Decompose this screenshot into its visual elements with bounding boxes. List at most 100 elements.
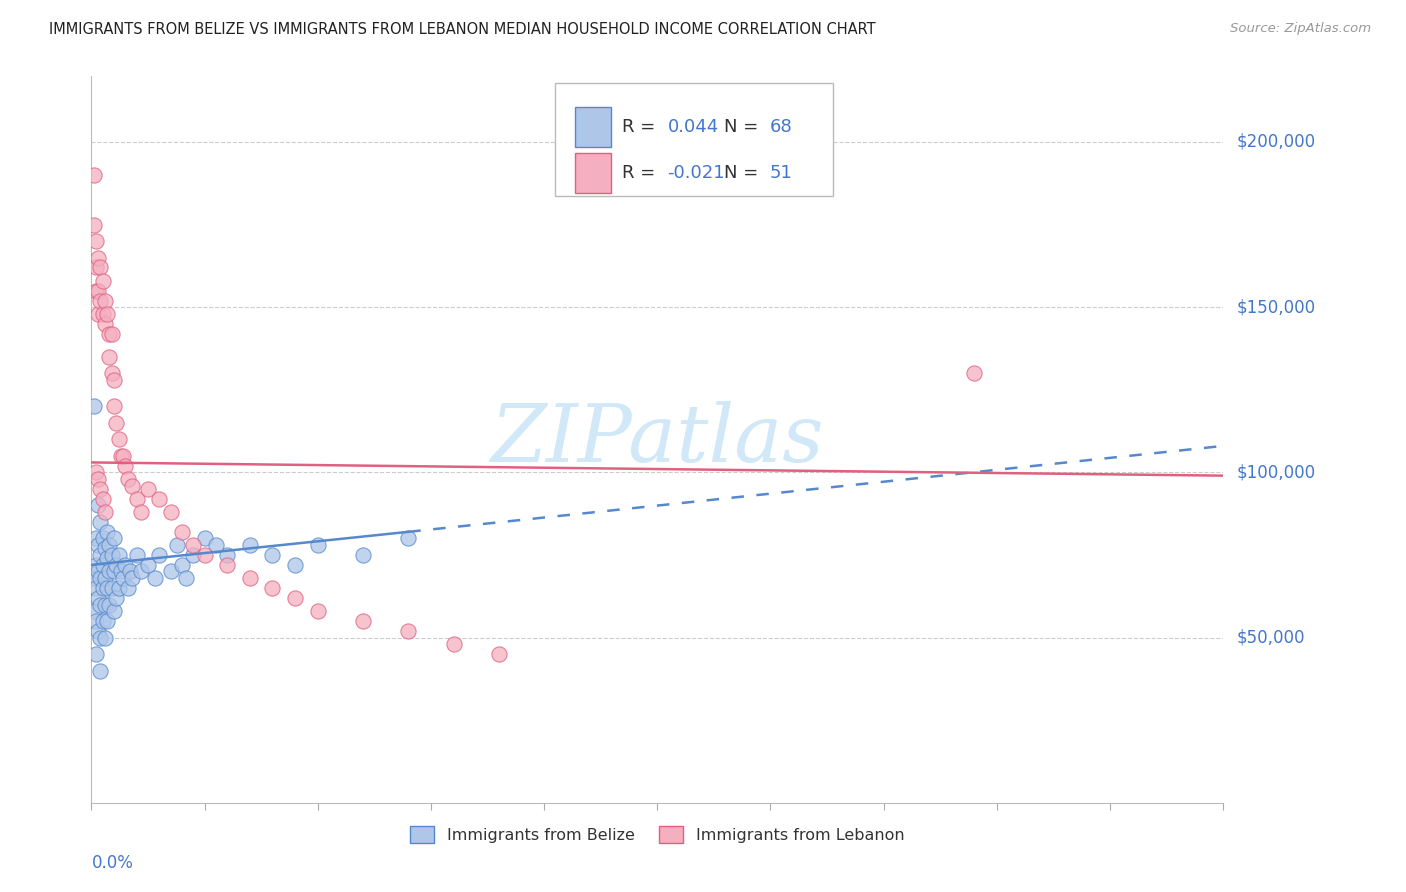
Point [352,548,374,562]
Point [114,558,136,572]
Point [84,581,107,595]
Point [87,307,110,321]
Point [396,532,419,546]
Point [83,399,105,413]
Point [121,478,143,492]
Point [284,591,307,605]
Point [98,350,121,364]
Point [239,571,262,585]
Point [91,307,114,321]
Point [143,571,166,585]
Point [217,548,239,562]
Point [125,548,148,562]
Point [396,624,419,638]
Point [262,548,284,562]
Point [125,491,148,506]
Point [98,326,121,341]
Point [307,538,329,552]
Point [284,558,307,572]
Point [170,558,193,572]
Text: IMMIGRANTS FROM BELIZE VS IMMIGRANTS FROM LEBANON MEDIAN HOUSEHOLD INCOME CORREL: IMMIGRANTS FROM BELIZE VS IMMIGRANTS FRO… [49,22,876,37]
Text: ZIPatlas: ZIPatlas [491,401,824,478]
Point [87,538,110,552]
Point [100,581,122,595]
Point [129,505,152,519]
Point [112,449,135,463]
Legend: Immigrants from Belize, Immigrants from Lebanon: Immigrants from Belize, Immigrants from … [404,819,911,849]
Point [105,558,128,572]
Point [87,624,110,638]
Point [89,598,111,612]
Point [105,591,128,605]
Point [193,532,217,546]
Point [83,218,105,232]
Point [96,614,118,628]
Point [87,565,110,579]
Point [107,548,129,562]
Point [89,293,111,308]
Point [103,604,125,618]
Point [89,515,111,529]
Point [443,637,465,651]
Point [103,399,125,413]
Point [84,284,107,298]
Point [114,458,136,473]
Point [98,598,121,612]
Text: $200,000: $200,000 [1237,133,1316,151]
Text: N =: N = [724,118,763,136]
Point [89,664,111,678]
Point [83,604,105,618]
Point [87,591,110,605]
Point [307,604,329,618]
Text: 68: 68 [769,118,792,136]
Point [89,548,111,562]
Point [262,581,284,595]
Point [121,571,143,585]
Text: N =: N = [724,164,763,182]
Point [84,647,107,661]
Point [107,581,129,595]
Point [94,317,117,331]
Point [87,499,110,513]
Text: Source: ZipAtlas.com: Source: ZipAtlas.com [1230,22,1371,36]
Point [103,532,125,546]
Point [181,548,204,562]
Point [100,326,122,341]
Point [193,548,217,562]
Point [217,558,239,572]
Point [89,260,111,275]
Point [91,532,114,546]
Point [84,614,107,628]
Point [96,524,118,539]
Text: $150,000: $150,000 [1237,298,1316,316]
Point [159,505,181,519]
Text: $100,000: $100,000 [1237,463,1316,482]
Point [170,524,193,539]
Point [91,558,114,572]
Point [84,466,107,480]
Point [136,558,159,572]
FancyBboxPatch shape [555,83,832,195]
Point [87,251,110,265]
Point [107,432,129,446]
Point [98,565,121,579]
Point [84,260,107,275]
Point [117,581,139,595]
Point [94,505,117,519]
Text: -0.021: -0.021 [668,164,725,182]
Point [84,532,107,546]
Point [83,168,105,182]
Point [96,307,118,321]
Point [112,571,135,585]
Point [205,538,228,552]
Point [166,538,188,552]
Point [89,482,111,496]
Point [148,491,170,506]
Point [94,541,117,556]
Point [488,647,510,661]
Point [105,416,128,430]
Text: $50,000: $50,000 [1237,629,1306,647]
FancyBboxPatch shape [575,153,610,194]
Point [148,548,170,562]
Point [239,538,262,552]
